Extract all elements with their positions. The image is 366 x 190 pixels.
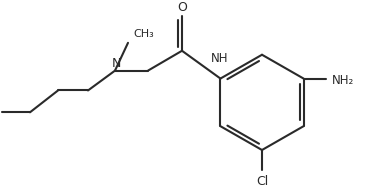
Text: O: O [177, 1, 187, 14]
Text: CH₃: CH₃ [133, 29, 154, 39]
Text: NH: NH [211, 52, 229, 65]
Text: NH₂: NH₂ [332, 74, 354, 87]
Text: N: N [111, 57, 121, 70]
Text: Cl: Cl [256, 175, 268, 188]
